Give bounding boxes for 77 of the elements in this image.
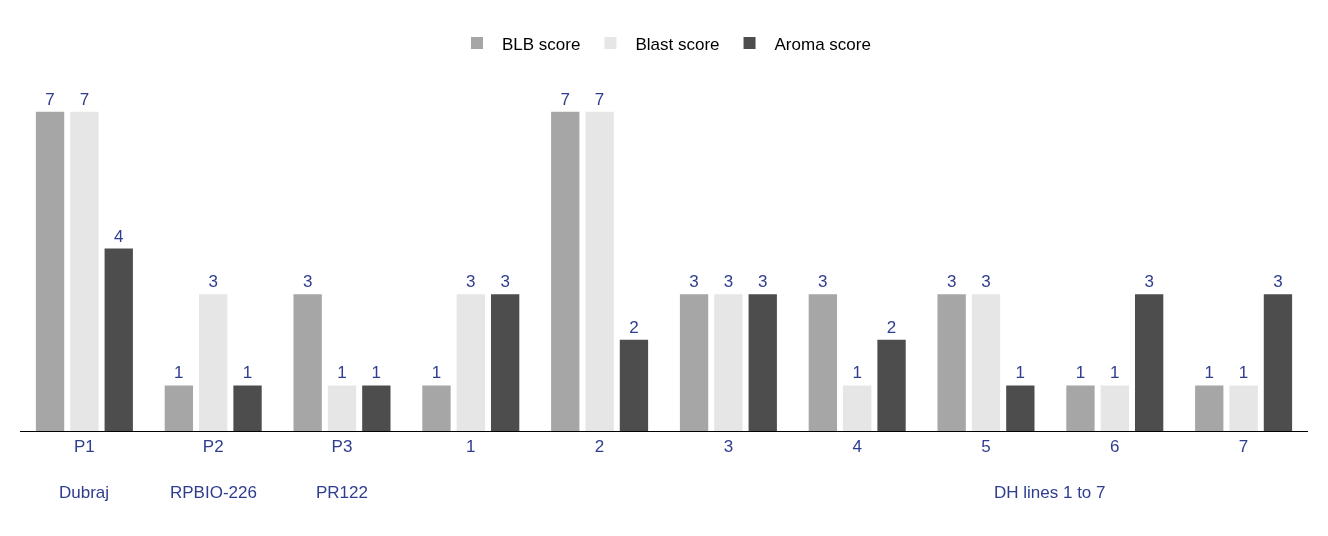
bar bbox=[585, 111, 614, 431]
x-tick-label: 6 bbox=[1110, 437, 1120, 457]
bar bbox=[551, 111, 580, 431]
bar bbox=[362, 385, 391, 431]
x-tick-label: 7 bbox=[1238, 437, 1249, 457]
bar bbox=[843, 385, 872, 431]
data-label: 1 bbox=[1238, 363, 1249, 383]
data-label: 3 bbox=[981, 272, 991, 292]
data-label: 1 bbox=[852, 363, 862, 383]
data-label: 3 bbox=[302, 272, 313, 292]
data-label: 1 bbox=[1015, 363, 1026, 383]
data-label: 1 bbox=[337, 363, 347, 383]
bar bbox=[422, 385, 451, 431]
bar bbox=[1195, 385, 1224, 431]
data-label: 2 bbox=[629, 317, 639, 337]
data-label: 1 bbox=[1204, 363, 1214, 383]
bar bbox=[808, 294, 838, 431]
legend-label: Aroma score bbox=[774, 34, 871, 54]
x-tick-label: P3 bbox=[331, 437, 353, 457]
x-tick-label: 5 bbox=[981, 437, 991, 457]
bar bbox=[164, 385, 194, 431]
data-label: 1 bbox=[174, 363, 184, 383]
bar bbox=[748, 294, 777, 431]
data-label: 3 bbox=[689, 272, 699, 292]
bar bbox=[877, 339, 906, 431]
x-tick-label: 2 bbox=[594, 437, 605, 457]
data-label: 1 bbox=[371, 363, 382, 383]
bar bbox=[293, 294, 322, 431]
data-label: 3 bbox=[818, 272, 828, 292]
legend-label: BLB score bbox=[502, 34, 581, 54]
data-label: 3 bbox=[466, 272, 476, 292]
bar bbox=[714, 294, 743, 431]
bar bbox=[327, 385, 357, 431]
x-tick-label: P2 bbox=[202, 437, 224, 457]
text: DH lines 1 to 7 bbox=[994, 483, 1106, 502]
bar bbox=[1066, 385, 1095, 431]
bar bbox=[937, 294, 966, 431]
data-label: 3 bbox=[946, 272, 957, 292]
bar bbox=[971, 294, 1001, 431]
bar bbox=[35, 111, 65, 431]
text: RPBIO-226 bbox=[170, 483, 257, 502]
data-label: 3 bbox=[208, 272, 218, 292]
data-label: 3 bbox=[723, 272, 734, 292]
x-tick-label: 1 bbox=[466, 437, 476, 457]
bar bbox=[104, 248, 133, 431]
text: Dubraj bbox=[59, 483, 110, 502]
text: PR122 bbox=[316, 483, 368, 502]
data-label: 3 bbox=[500, 272, 510, 292]
x-tick-label: P1 bbox=[74, 437, 95, 457]
data-label: 1 bbox=[1110, 363, 1120, 383]
x-tick-label: 3 bbox=[723, 437, 734, 457]
bar bbox=[1006, 385, 1035, 431]
legend-label: Blast score bbox=[635, 34, 720, 54]
bar bbox=[1100, 385, 1129, 431]
data-label: 7 bbox=[79, 89, 90, 109]
data-label: 7 bbox=[45, 89, 55, 109]
data-label: 1 bbox=[1075, 363, 1086, 383]
data-label: 7 bbox=[594, 89, 605, 109]
data-label: 7 bbox=[560, 89, 570, 109]
x-tick-label: 4 bbox=[852, 437, 862, 457]
bar bbox=[1229, 385, 1258, 431]
bar bbox=[619, 339, 649, 431]
bar bbox=[490, 294, 520, 431]
bar bbox=[199, 294, 228, 431]
data-label: 2 bbox=[886, 317, 897, 337]
bar bbox=[1134, 294, 1164, 431]
bar bbox=[70, 111, 99, 431]
bar bbox=[233, 385, 262, 431]
data-label: 4 bbox=[114, 226, 124, 246]
data-label: 3 bbox=[1273, 272, 1283, 292]
data-label: 1 bbox=[242, 363, 253, 383]
data-label: 1 bbox=[431, 363, 442, 383]
bar bbox=[456, 294, 485, 431]
bar bbox=[679, 294, 709, 431]
bar bbox=[1263, 294, 1293, 431]
data-label: 3 bbox=[758, 272, 768, 292]
data-label: 3 bbox=[1144, 272, 1154, 292]
